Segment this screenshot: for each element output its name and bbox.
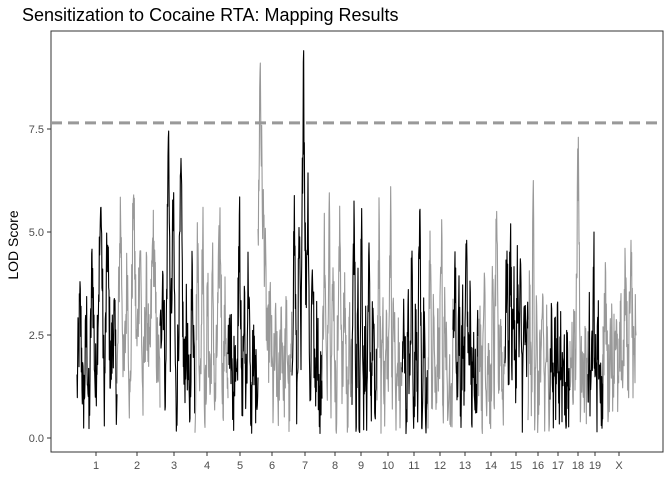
x-tick-label: 19 bbox=[589, 460, 601, 472]
x-tick-label: X bbox=[615, 460, 623, 472]
plot-panel-border bbox=[50, 30, 664, 453]
x-tick-label: 12 bbox=[434, 460, 446, 472]
chromosome-15-trace bbox=[504, 223, 529, 433]
chromosome-4-trace bbox=[194, 206, 229, 433]
x-tick-label: 11 bbox=[408, 460, 419, 472]
x-tick-label: 7 bbox=[302, 460, 308, 472]
chromosome-3-trace bbox=[159, 130, 196, 432]
chromosome-2-trace bbox=[116, 194, 161, 419]
x-tick-label: 10 bbox=[382, 460, 394, 472]
x-tick-label: 3 bbox=[171, 460, 177, 472]
chromosome-17-trace bbox=[549, 301, 571, 429]
x-tick-label: 4 bbox=[204, 460, 210, 472]
x-tick-label: 14 bbox=[485, 460, 497, 472]
chromosome-18-trace bbox=[569, 136, 589, 425]
y-axis-label: LOD Score bbox=[5, 210, 21, 279]
chromosome-10-trace bbox=[376, 186, 403, 434]
chromosome-13-trace bbox=[452, 239, 479, 429]
chromosome-12-trace bbox=[427, 219, 454, 429]
chromosome-14-trace bbox=[477, 210, 506, 435]
y-tick-label: 7.5 bbox=[29, 124, 44, 136]
x-tick-label: 17 bbox=[552, 460, 564, 472]
x-tick-label: 6 bbox=[269, 460, 275, 472]
chromosome-6-trace bbox=[257, 62, 293, 433]
chromosome-7-trace bbox=[291, 50, 323, 435]
x-tick-label: 8 bbox=[332, 460, 338, 472]
x-tick-label: 5 bbox=[237, 460, 243, 472]
x-tick-label: 15 bbox=[510, 460, 522, 472]
chromosome-5-trace bbox=[227, 196, 259, 434]
y-tick-label: 0.0 bbox=[29, 433, 44, 445]
y-axis: 0.0 2.5 5.0 7.5 bbox=[29, 124, 51, 445]
x-axis: 1 2 3 4 5 6 7 8 9 10 11 12 13 14 15 16 17 18 19 X bbox=[93, 452, 623, 472]
chromosome-11-trace bbox=[401, 208, 429, 435]
x-tick-label: 18 bbox=[572, 460, 584, 472]
chart-title: Sensitization to Cocaine RTA: Mapping Re… bbox=[22, 5, 399, 25]
lod-traces bbox=[76, 50, 637, 435]
x-tick-label: 2 bbox=[134, 460, 140, 472]
x-tick-label: 9 bbox=[358, 460, 364, 472]
chromosome-9-trace bbox=[351, 200, 378, 433]
chromosome-16-trace bbox=[527, 179, 551, 433]
y-tick-label: 5.0 bbox=[29, 227, 44, 239]
chromosome-19-trace bbox=[587, 231, 604, 433]
chromosome-8-trace bbox=[321, 192, 353, 434]
chromosome-x-trace bbox=[602, 239, 637, 423]
x-tick-label: 1 bbox=[93, 460, 99, 472]
y-tick-label: 2.5 bbox=[29, 330, 44, 342]
x-tick-label: 13 bbox=[459, 460, 471, 472]
chromosome-1-trace bbox=[76, 206, 118, 430]
x-tick-label: 16 bbox=[532, 460, 544, 472]
